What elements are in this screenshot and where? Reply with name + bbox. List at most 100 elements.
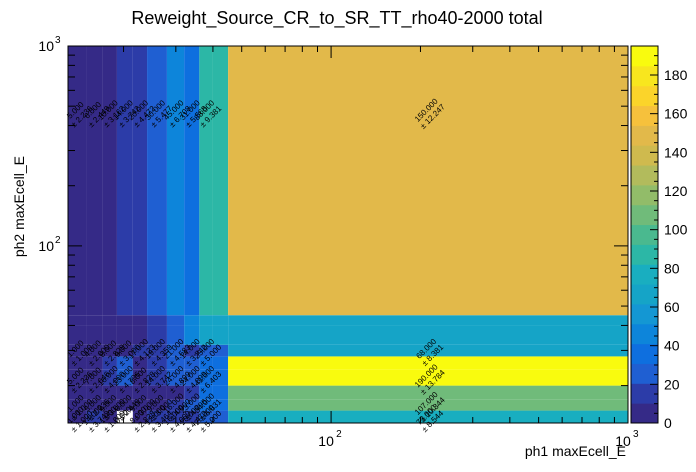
heatmap-cell xyxy=(86,344,103,357)
colorbar: 0 20 40 60 80 100 120 140 160 180 xyxy=(630,45,688,431)
colorbar-tick-label: 100 xyxy=(664,222,688,238)
heatmap-cell xyxy=(147,369,167,386)
heatmap-cell xyxy=(166,46,185,316)
x-tick-exponent: 3 xyxy=(633,429,639,440)
colorbar-segment xyxy=(631,323,658,345)
heatmap-cell xyxy=(102,410,117,423)
heatmap-cell xyxy=(199,356,213,370)
heatmap-cell xyxy=(228,46,628,316)
heatmap-cell xyxy=(132,356,148,370)
heatmap-cell xyxy=(116,410,133,423)
heatmap-cell xyxy=(147,46,167,316)
heatmap-cell xyxy=(199,46,213,316)
colorbar-segment xyxy=(631,204,658,226)
heatmap-cell xyxy=(147,356,167,370)
heatmap-cell xyxy=(116,46,133,316)
colorbar-tick-label: 40 xyxy=(664,338,680,354)
heatmap-cell xyxy=(166,356,185,370)
heatmap-cell xyxy=(116,356,133,370)
heatmap-cell xyxy=(166,325,185,345)
heatmap-cell xyxy=(147,315,167,326)
colorbar-segment xyxy=(631,363,658,384)
heatmap-cell xyxy=(102,344,117,357)
y-axis-label: ph2 maxEcell_E xyxy=(11,156,27,257)
colorbar-tick-label: 120 xyxy=(664,183,688,199)
heatmap-cell xyxy=(228,344,628,357)
colorbar-segment xyxy=(631,125,658,146)
heatmap-cell xyxy=(212,344,229,357)
heatmap-cell xyxy=(166,315,185,326)
heatmap-cell xyxy=(86,385,103,400)
colorbar-tick-label: 160 xyxy=(664,106,688,122)
heatmap-cell xyxy=(102,399,117,411)
heatmap-cell xyxy=(228,385,628,400)
heatmap-cell xyxy=(68,344,87,357)
colorbar-segment xyxy=(631,343,658,364)
y-tick-exponent: 3 xyxy=(55,35,61,46)
heatmap-cell xyxy=(212,325,229,345)
heatmap-cell xyxy=(132,315,148,326)
heatmap-cell xyxy=(199,399,213,411)
colorbar-segment xyxy=(631,224,658,245)
colorbar-segment xyxy=(631,105,658,126)
x-axis-label: ph1 maxEcell_E xyxy=(525,443,626,459)
colorbar-segment xyxy=(631,264,658,285)
heatmap-cell xyxy=(102,369,117,386)
heatmap-cell xyxy=(132,344,148,357)
heatmap-cell xyxy=(68,410,87,423)
heatmap-cell xyxy=(116,399,133,411)
heatmap-cell xyxy=(116,315,133,326)
heatmap-cell xyxy=(184,399,200,411)
heatmap-cell xyxy=(166,385,185,400)
heatmap-cell xyxy=(68,46,87,316)
heatmap-cell xyxy=(184,344,200,357)
colorbar-tick-label: 20 xyxy=(664,376,680,392)
heatmap-cell xyxy=(147,410,167,423)
colorbar-segment xyxy=(631,145,658,166)
heatmap-cell xyxy=(147,344,167,357)
heatmap-cell xyxy=(102,385,117,400)
colorbar-segment xyxy=(631,65,658,87)
heatmap-cell xyxy=(116,369,133,386)
heatmap-cell xyxy=(86,369,103,386)
heatmap-cell xyxy=(102,315,117,326)
x-tick-label: 10 xyxy=(615,433,631,449)
heatmap-cell xyxy=(132,410,148,423)
heatmap-cell xyxy=(228,325,628,345)
colorbar-segment xyxy=(631,303,658,325)
heatmap-cell xyxy=(184,410,200,423)
heatmap-cell xyxy=(184,385,200,400)
heatmap-cell xyxy=(212,399,229,411)
heatmap-cell xyxy=(68,385,87,400)
heatmap-cell xyxy=(228,399,628,411)
colorbar-segment xyxy=(631,85,658,107)
heatmap-cell xyxy=(166,369,185,386)
heatmap-cell xyxy=(116,344,133,357)
heatmap-cell xyxy=(102,46,117,316)
heatmap-cell xyxy=(184,325,200,345)
heatmap-cell xyxy=(212,385,229,400)
heatmap-cell xyxy=(166,399,185,411)
heatmap-cell xyxy=(212,369,229,386)
colorbar-frame xyxy=(630,45,659,424)
heatmap-cell xyxy=(86,399,103,411)
heatmap-cell xyxy=(102,356,117,370)
x-axis-ticks: 10 2 10 3 xyxy=(123,46,639,449)
heatmap-cell xyxy=(199,344,213,357)
heatmap-cell xyxy=(199,315,213,326)
heatmap-cell xyxy=(132,385,148,400)
heatmap-cell xyxy=(212,315,229,326)
x-tick-exponent: 2 xyxy=(336,429,342,440)
heatmap-cell xyxy=(212,356,229,370)
colorbar-tick-label: 80 xyxy=(664,260,680,276)
heatmap-cell xyxy=(199,410,213,423)
colorbar-tick-label: 140 xyxy=(664,144,688,160)
heatmap-cell xyxy=(166,344,185,357)
colorbar-segment xyxy=(631,184,658,206)
heatmap-cell xyxy=(228,356,628,370)
plot-frame xyxy=(67,45,629,424)
colorbar-segment xyxy=(631,244,658,265)
heatmap-cell xyxy=(68,315,87,326)
